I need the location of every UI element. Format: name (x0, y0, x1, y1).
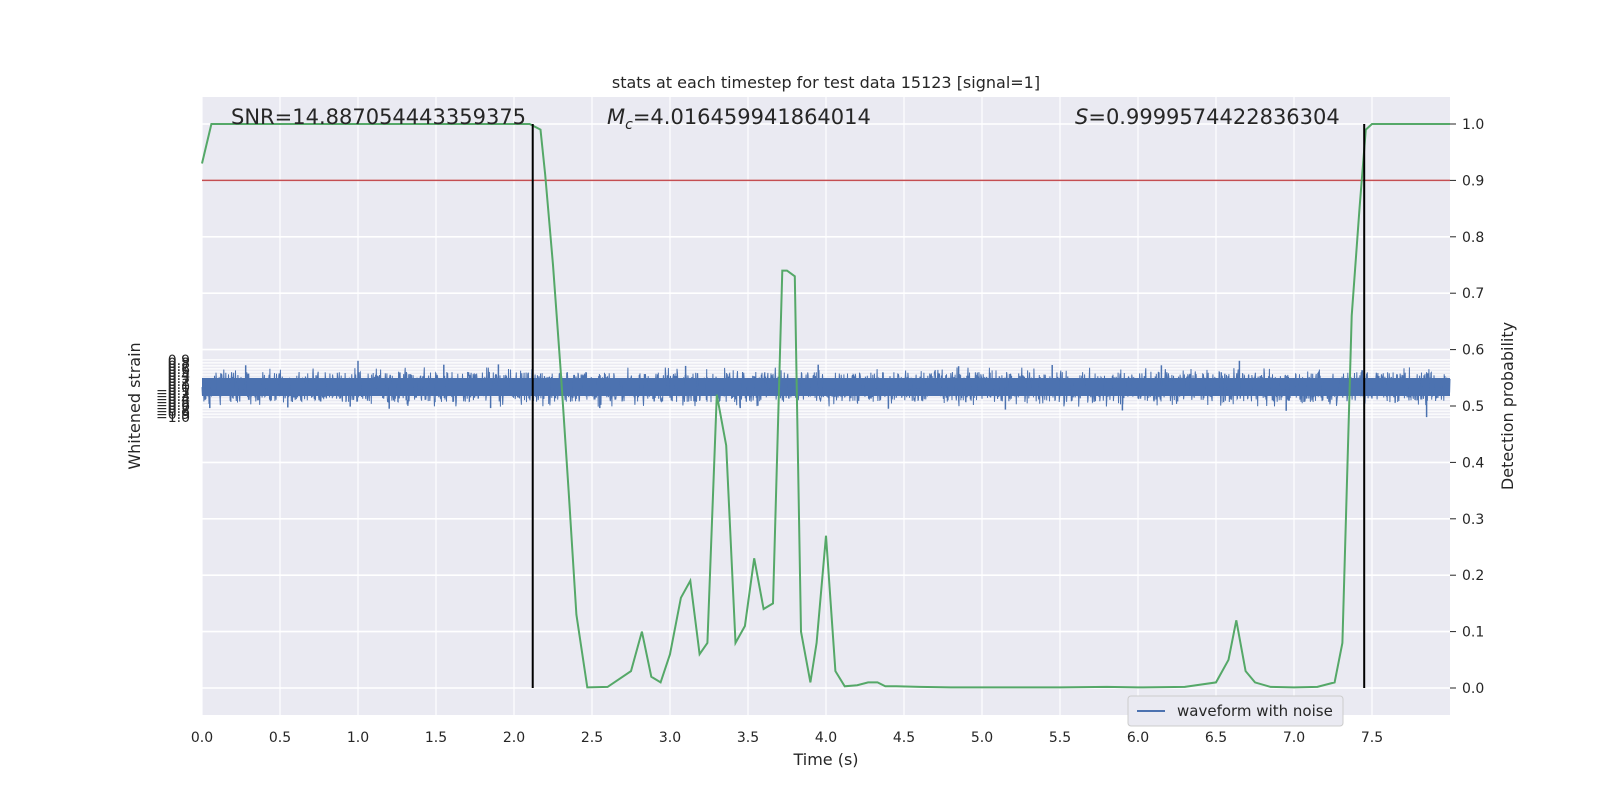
y-left-tick-label: −0.8 (156, 404, 190, 420)
chirp-mass-symbol: M (607, 105, 625, 129)
x-tick-label: 1.5 (425, 730, 447, 746)
chirp-mass-value: =4.016459941864014 (633, 105, 871, 129)
y-right-tick-label: 0.2 (1462, 568, 1484, 584)
x-tick-label: 0.5 (269, 730, 291, 746)
y-left-tick-label: −0.3 (156, 389, 190, 405)
y-left-tick-label: −0.5 (156, 395, 190, 411)
y-left-axis-label: Whitened strain (125, 342, 144, 469)
merger-lines (531, 124, 1366, 688)
x-tick-label: 7.0 (1283, 730, 1305, 746)
x-tick-label: 2.5 (581, 730, 603, 746)
y-right-tick-label: 1.0 (1462, 117, 1484, 133)
x-tick-label: 6.5 (1205, 730, 1227, 746)
y-left-tick-labels: 0.90.80.70.60.50.40.30.20.10.0−0.1−0.2−0… (156, 353, 190, 426)
y-left-tick-label: 0.6 (168, 362, 190, 378)
y-left-tick-label: −0.6 (156, 398, 190, 414)
legend-box (1127, 695, 1344, 727)
y-left-tick-label: 0.3 (168, 371, 190, 387)
x-tick-label: 3.5 (737, 730, 759, 746)
x-tick-label: 7.5 (1361, 730, 1383, 746)
y-right-tick-label: 0.5 (1462, 399, 1484, 415)
x-tick-label: 6.0 (1127, 730, 1149, 746)
y-right-tick-label: 0.0 (1462, 681, 1484, 697)
probability-line (201, 123, 1450, 689)
y-left-tick-label: 0.5 (168, 365, 190, 381)
waveform-series (201, 360, 1451, 418)
y-left-tick-label: 0.8 (168, 356, 190, 372)
x-tick-label: 2.0 (503, 730, 525, 746)
waveform-line (201, 367, 1451, 407)
y-left-tick-label: −0.4 (156, 392, 190, 408)
y-left-tick-label: 0.9 (168, 353, 190, 369)
y-left-tick-label: −0.9 (156, 407, 190, 423)
y-left-tick-label: −1.0 (156, 410, 190, 426)
y-left-tick-label: −0.2 (156, 386, 190, 402)
snr-annotation: SNR=14.887054443359375 (231, 105, 526, 129)
chirp-mass-annotation: Mc=4.016459941864014 (607, 105, 871, 133)
x-tick-label: 0.0 (191, 730, 213, 746)
y-left-tick-label: 0.4 (168, 368, 190, 384)
y-right-tick-label: 0.8 (1462, 230, 1484, 246)
legend: waveform with noise (1127, 695, 1344, 727)
y-right-tick-label: 0.1 (1462, 625, 1484, 641)
x-tick-label: 4.0 (815, 730, 837, 746)
x-tick-label: 5.5 (1049, 730, 1071, 746)
legend-label: waveform with noise (1177, 702, 1333, 720)
score-annotation: S=0.9999574422836304 (1075, 105, 1340, 129)
x-tick-labels: 0.0 0.5 1.0 1.5 2.0 2.5 3.0 3.5 4.0 4.5 5.0 5.5 6.0 6… (191, 730, 1383, 746)
y-left-tick-label: 0.2 (168, 374, 190, 390)
y-left-tick-label: 0.0 (168, 380, 190, 396)
y-right-axis-label: Detection probability (1498, 322, 1517, 490)
x-tick-label: 1.0 (347, 730, 369, 746)
y-right-tick-labels: 1.0 0.9 0.8 0.7 0.6 0.5 0.4 0.3 0.2 0.1 0.0 (1450, 117, 1484, 697)
y-right-tick-label: 0.9 (1462, 173, 1484, 189)
y-right-tick-label: 0.3 (1462, 512, 1484, 528)
x-axis-label: Time (s) (792, 750, 858, 769)
chirp-mass-subscript: c (625, 117, 633, 133)
x-tick-label: 3.0 (659, 730, 681, 746)
probability-series (201, 123, 1450, 689)
y-left-tick-label: −0.1 (156, 383, 190, 399)
grid-lines (201, 97, 1450, 715)
score-value: =0.9999574422836304 (1088, 105, 1339, 129)
chart-title: stats at each timestep for test data 151… (612, 73, 1040, 92)
y-right-tick-label: 0.7 (1462, 286, 1484, 302)
y-right-tick-label: 0.4 (1462, 455, 1484, 471)
y-left-tick-label: −0.7 (156, 401, 190, 417)
x-tick-label: 4.5 (893, 730, 915, 746)
y-left-tick-label: 0.7 (168, 359, 190, 375)
score-symbol: S (1075, 105, 1088, 129)
x-tick-label: 5.0 (971, 730, 993, 746)
y-left-tick-label: 0.1 (168, 377, 190, 393)
y-right-tick-label: 0.6 (1462, 343, 1484, 359)
